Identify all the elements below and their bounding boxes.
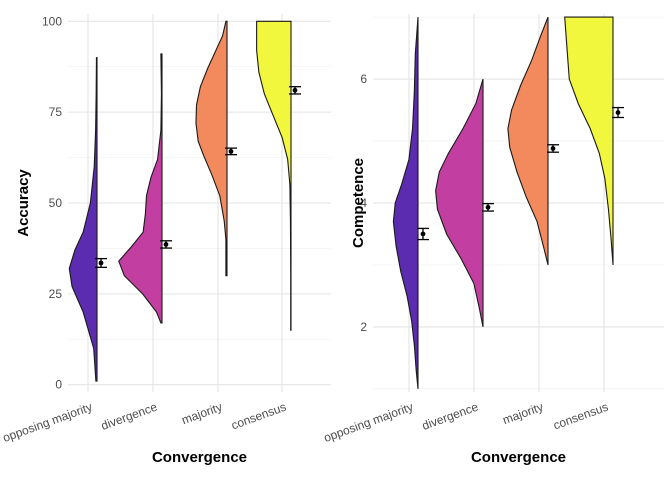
y-tick-label: 0 [55,378,62,392]
y-axis-title: Competence [350,158,367,248]
x-tick-label: majority [501,400,545,428]
panel-accuracy: 0 25 50 75 100 opposing majority divergence maj… [1,14,331,466]
errorbar-opposing-majority [95,257,107,268]
mean-point [550,146,556,151]
mean-point [485,204,491,210]
mean-point [292,87,298,93]
y-tick-label: 50 [49,196,63,210]
x-tick-label: divergence [420,400,480,433]
x-tick-label: consensus [229,400,288,433]
errorbar-divergence [482,202,494,212]
mean-point [228,148,234,154]
violin-divergence [118,53,163,324]
errorbar-consensus [289,86,301,95]
x-tick-label: opposing majority [1,400,94,445]
violin-majority [507,16,549,266]
x-tick-label: divergence [99,400,159,433]
y-tick-label: 75 [49,105,63,119]
mean-point [98,260,104,266]
x-tick-label: opposing majority [322,400,415,445]
errorbar-divergence [160,240,172,249]
errorbar-majority [547,144,559,153]
errorbar-consensus [612,106,624,119]
violin-opposing-majority [68,57,98,382]
mean-point [420,231,426,237]
errorbar-opposing-majority [417,227,429,241]
y-tick-label: 25 [49,287,63,301]
y-tick-label: 6 [360,72,367,86]
x-axis-title: Convergence [152,449,247,466]
panel-competence: 2 4 6 opposing majority divergence majority co… [322,14,664,466]
mean-point [615,110,621,115]
y-axis-title: Accuracy [15,169,32,237]
violin-consensus [256,20,292,331]
violin-divergence [435,78,484,328]
violin-majority [195,20,228,277]
y-tick-label: 100 [42,14,62,28]
mean-point [163,242,169,247]
x-tick-label: majority [180,400,224,428]
errorbar-majority [225,147,237,156]
y-tick-label: 4 [360,196,367,210]
y-tick-label: 2 [360,320,367,334]
violin-consensus [564,16,614,266]
x-tick-label: consensus [551,400,610,433]
violin-opposing-majority [392,17,419,389]
x-axis-title: Convergence [471,449,566,466]
